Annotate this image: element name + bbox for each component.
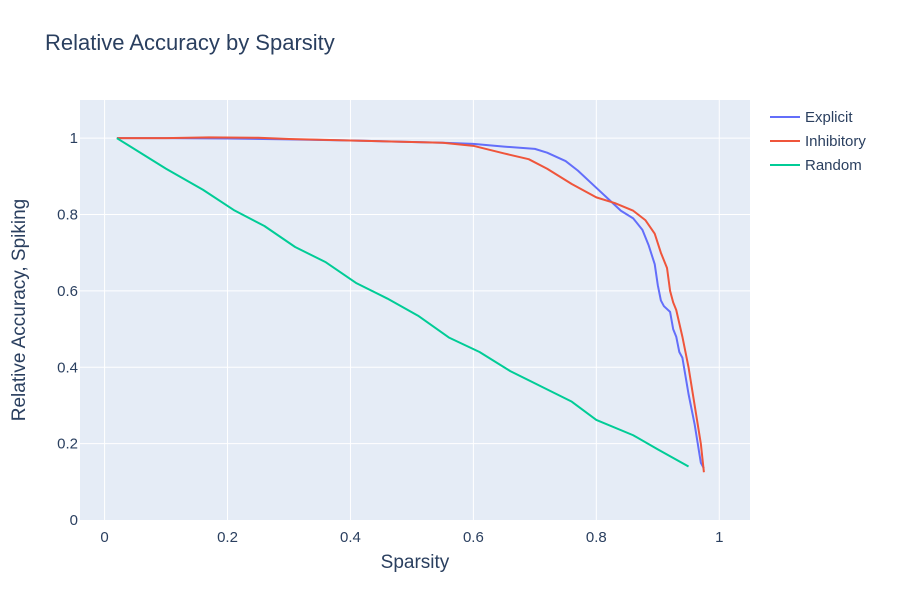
y-tick-label: 0.4 [57,359,78,376]
y-tick-label: 0 [70,512,78,529]
series-line-inhibitory [116,136,705,473]
x-tick-label: 1 [715,529,723,546]
x-tick-label: 0.8 [586,529,607,546]
plot-area [80,100,750,520]
chart-title: Relative Accuracy by Sparsity [45,30,335,55]
y-axis-title: Relative Accuracy, Spiking [9,199,30,421]
series-lines [116,136,705,473]
y-tick-label: 1 [70,130,78,147]
y-tick-label: 0.2 [57,436,78,453]
legend-item-inhibitory[interactable]: Inhibitory [770,133,866,150]
x-tick-label: 0.6 [463,529,484,546]
legend: Explicit Inhibitory Random [770,109,866,174]
legend-label: Explicit [805,109,853,126]
legend-item-random[interactable]: Random [770,157,862,174]
x-tick-label: 0.4 [340,529,361,546]
tick-labels: 0 0.2 0.4 0.6 0.8 1 0 0.2 0.4 0.6 0.8 1 [57,130,723,546]
legend-label: Random [805,157,862,174]
legend-label: Inhibitory [805,133,866,150]
y-tick-label: 0.6 [57,283,78,300]
x-tick-label: 0.2 [217,529,238,546]
legend-item-explicit[interactable]: Explicit [770,109,853,126]
x-tick-label: 0 [100,529,108,546]
x-axis-title: Sparsity [381,552,450,573]
y-tick-label: 0.8 [57,207,78,224]
series-line-random [116,137,690,468]
